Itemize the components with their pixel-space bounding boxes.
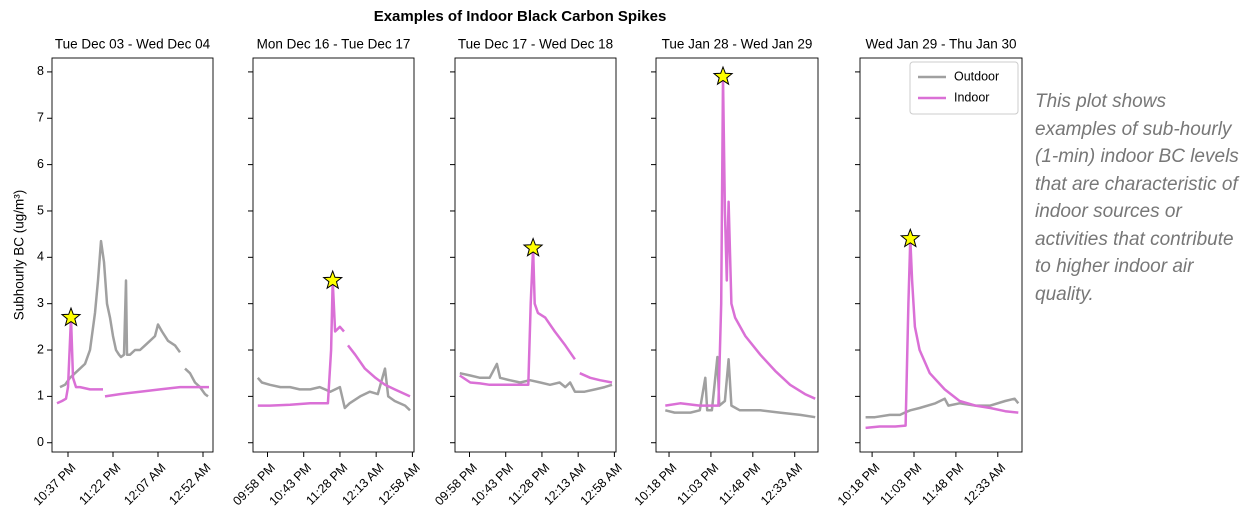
x-tick-label: 12:07 AM [121,461,168,506]
series-line [257,279,411,407]
legend-label: Indoor [954,90,989,104]
series-line [665,75,816,407]
series-line [256,367,411,412]
x-tick-label: 12:52 AM [166,461,213,506]
panel-title: Mon Dec 16 - Tue Dec 17 [257,37,411,52]
panel-title: Wed Jan 29 - Thu Jan 30 [865,37,1016,52]
legend-label: Outdoor [954,69,999,83]
panel-title: Tue Jan 28 - Wed Jan 29 [662,37,813,52]
axes-frame [51,57,214,453]
series-line [865,397,1020,419]
axes-frame [655,57,819,453]
x-tick-label: 11:48 PM [716,461,763,506]
peak-star [899,227,921,248]
series-line [459,246,613,387]
legend-box [909,61,1019,115]
peak-star [322,269,344,290]
y-tick-label: 2 [37,342,44,356]
x-tick-label: 10:37 PM [31,461,79,506]
x-tick-label: 12:33 AM [758,461,805,506]
axes-frame [454,57,617,453]
x-tick-label: 12:33 AM [961,461,1008,506]
panel-title: Tue Dec 03 - Wed Dec 04 [55,37,211,52]
y-tick-label: 8 [37,64,44,78]
x-tick-label: 11:48 PM [919,461,966,506]
y-tick-label: 0 [37,435,44,449]
y-tick-label: 5 [37,203,44,217]
x-tick-label: 11:03 PM [877,461,924,506]
y-tick-label: 3 [37,296,44,310]
x-tick-label: 11:03 PM [674,461,721,506]
series-line [59,239,209,398]
y-tick-label: 4 [37,250,44,264]
y-tick-label: 6 [37,157,44,171]
axes-frame [252,57,415,453]
y-axis-label: Subhourly BC (ug/m³) [12,190,27,321]
peak-star [60,306,82,327]
note: This plot shows examples of sub-hourly (… [1035,91,1239,305]
axes-frame [859,57,1023,453]
series-line [459,362,613,393]
peak-star [712,65,734,86]
x-tick-label: 11:22 PM [76,461,123,506]
y-tick-label: 1 [37,389,44,403]
peak-star [522,237,544,257]
series-line [865,237,1019,430]
x-tick-label: 10:18 PM [632,461,680,506]
y-tick-label: 7 [37,111,44,125]
x-tick-label: 10:18 PM [835,461,883,506]
chart-title: Examples of Indoor Black Carbon Spikes [374,8,667,25]
series-line [56,316,209,405]
panel-title: Tue Dec 17 - Wed Dec 18 [458,37,613,52]
